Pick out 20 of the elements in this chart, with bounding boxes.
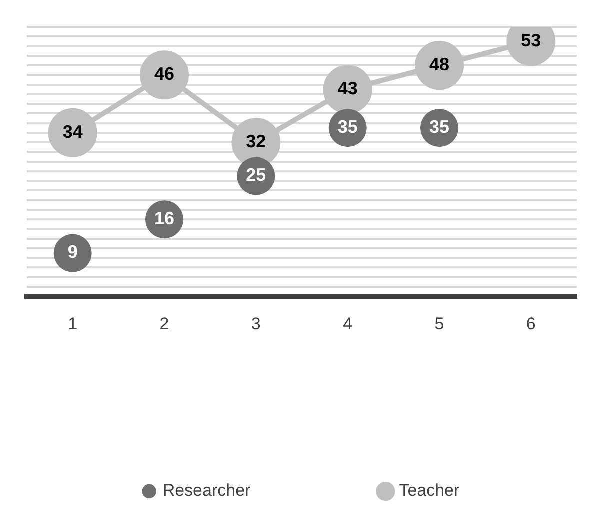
data-label: 32 <box>246 132 266 152</box>
x-tick-label: 3 <box>251 314 261 334</box>
data-label: 35 <box>429 117 450 138</box>
data-label: 9 <box>68 242 78 262</box>
x-tick-label: 5 <box>434 314 444 334</box>
data-label: 46 <box>154 64 175 84</box>
data-label: 16 <box>154 208 175 229</box>
data-label: 48 <box>429 54 450 74</box>
data-label: 43 <box>338 78 358 99</box>
legend-label: Researcher <box>162 481 252 500</box>
data-label: 35 <box>338 117 358 138</box>
x-tick-label: 2 <box>160 314 170 334</box>
x-tick-label: 1 <box>68 314 78 334</box>
data-label: 34 <box>62 122 83 142</box>
point <box>54 234 92 272</box>
x-tick-label: 6 <box>526 314 536 334</box>
data-label: 53 <box>521 30 542 50</box>
legend-label: Teacher <box>399 481 460 500</box>
data-label: 25 <box>246 165 266 186</box>
x-tick-label: 4 <box>343 314 353 334</box>
